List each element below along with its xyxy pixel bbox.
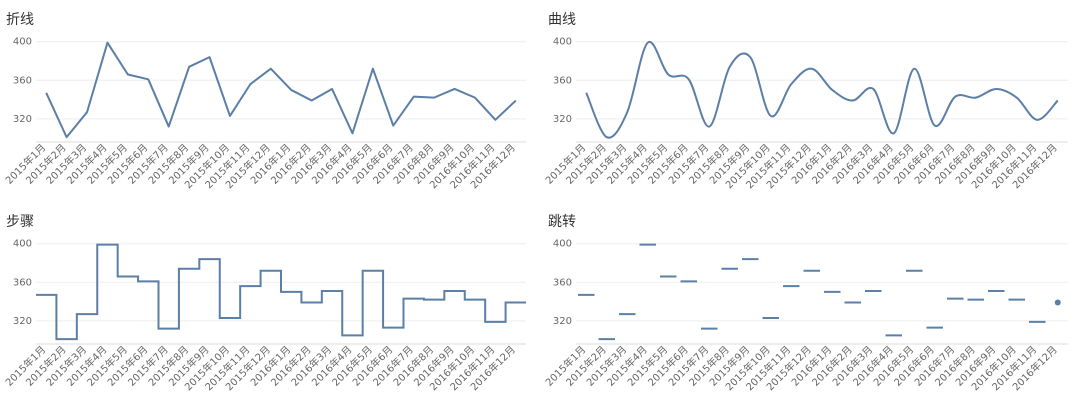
- y-tick-label: 360: [13, 75, 32, 86]
- series-line: [36, 243, 526, 341]
- y-tick-label: 320: [553, 316, 572, 327]
- y-tick-label: 320: [13, 316, 32, 327]
- chart-panel-1: 折线3203604002015年1月2015年2月2015年3月2015年4月2…: [3, 12, 526, 191]
- chart-panel-4: 跳转3203604002015年1月2015年2月2015年3月2015年4月2…: [543, 214, 1068, 393]
- y-tick-label: 400: [553, 37, 572, 48]
- chart-title: 跳转: [548, 214, 576, 230]
- chart-panel-2: 曲线3203604002015年1月2015年2月2015年3月2015年4月2…: [543, 12, 1068, 191]
- chart-title: 折线: [6, 12, 34, 28]
- data-point: [1054, 299, 1061, 306]
- y-tick-label: 360: [553, 277, 572, 288]
- y-tick-label: 360: [553, 75, 572, 86]
- y-tick-label: 360: [13, 277, 32, 288]
- chart-panel-3: 步骤3203604002015年1月2015年2月2015年3月2015年4月2…: [3, 214, 526, 393]
- y-tick-label: 400: [553, 239, 572, 250]
- series-line: [45, 41, 517, 139]
- chart-title: 步骤: [6, 214, 34, 230]
- chart-title: 曲线: [548, 12, 576, 28]
- y-tick-label: 400: [13, 37, 32, 48]
- y-tick-label: 400: [13, 239, 32, 250]
- series-line: [585, 40, 1059, 139]
- y-tick-label: 320: [553, 114, 572, 125]
- y-tick-label: 320: [13, 114, 32, 125]
